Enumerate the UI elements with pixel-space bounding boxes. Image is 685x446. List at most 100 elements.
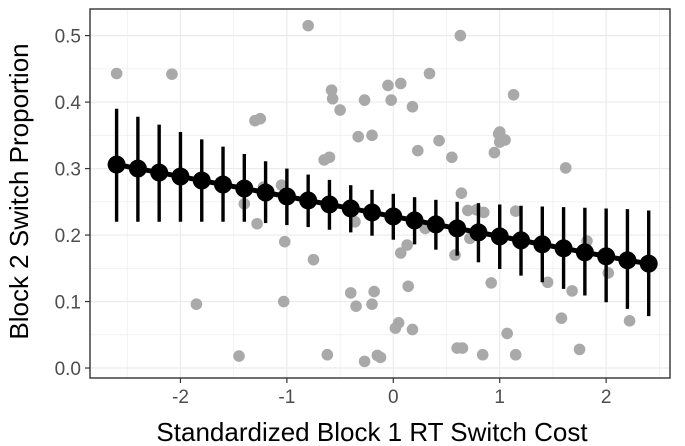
- observed-point: [110, 67, 123, 80]
- observed-point: [509, 205, 522, 217]
- fit-point: [235, 179, 254, 198]
- observed-point: [566, 285, 578, 297]
- observed-point: [461, 204, 474, 217]
- observed-point: [446, 151, 458, 164]
- observed-point: [307, 253, 320, 266]
- fit-point: [128, 159, 147, 178]
- observed-point: [485, 277, 498, 289]
- x-tick-label: -1: [278, 387, 295, 408]
- observed-point: [499, 134, 511, 146]
- y-axis-title: Block 2 Switch Proportion: [4, 43, 34, 339]
- observed-point: [394, 247, 407, 259]
- observed-point: [433, 134, 445, 147]
- y-tick-label: 0.5: [55, 27, 81, 48]
- observed-point: [559, 162, 572, 174]
- observed-point: [366, 129, 378, 142]
- fit-point: [320, 195, 339, 214]
- fit-point: [448, 219, 467, 238]
- observed-point: [541, 276, 554, 289]
- observed-point: [233, 350, 245, 362]
- fit-point: [171, 167, 190, 186]
- fit-point: [277, 187, 296, 206]
- fit-point: [214, 175, 233, 194]
- observed-point: [358, 355, 371, 368]
- y-tick-label: 0.3: [55, 160, 81, 181]
- plot-panel-border: [89, 8, 671, 379]
- fit-point: [150, 163, 169, 182]
- y-tick-label: 0.2: [55, 226, 81, 247]
- observed-point: [573, 343, 586, 356]
- fit-point: [363, 203, 382, 222]
- observed-point: [411, 144, 424, 157]
- fit-point: [512, 231, 531, 250]
- observed-point: [366, 298, 378, 311]
- fit-point: [384, 207, 403, 226]
- plot-panel: [90, 9, 670, 378]
- fit-point: [341, 199, 360, 218]
- observed-point: [358, 94, 371, 106]
- observed-point: [406, 100, 419, 113]
- observed-point: [401, 239, 413, 251]
- fit-point: [618, 251, 637, 270]
- observed-point: [555, 312, 568, 324]
- x-tick-label: 0: [388, 387, 399, 408]
- observed-point: [350, 300, 362, 312]
- observed-point: [476, 348, 489, 361]
- fit-point: [192, 171, 211, 190]
- observed-point: [509, 348, 522, 361]
- fit-point: [426, 215, 445, 234]
- fit-point: [639, 254, 658, 273]
- fit-point: [554, 239, 573, 258]
- y-tick-label: 0.1: [55, 293, 81, 314]
- observed-point: [352, 130, 364, 143]
- observed-point: [368, 285, 380, 298]
- observed-point: [277, 295, 290, 308]
- fit-point: [469, 223, 488, 242]
- fitted-line-with-error-bars: [107, 108, 658, 317]
- observed-point: [392, 317, 405, 329]
- observed-point: [488, 146, 501, 159]
- observed-point: [602, 267, 615, 279]
- observed-point: [456, 342, 469, 354]
- observed-point: [455, 187, 468, 199]
- observed-point: [374, 351, 387, 364]
- observed-point: [166, 68, 178, 80]
- fit-point: [299, 191, 318, 210]
- x-axis-title: Standardized Block 1 RT Switch Cost: [156, 417, 588, 446]
- x-tick-label: -2: [172, 387, 189, 408]
- y-tick-label: 0.4: [55, 93, 82, 114]
- observed-points: [110, 19, 636, 368]
- observed-point: [323, 151, 336, 164]
- observed-point: [382, 79, 394, 92]
- observed-point: [507, 88, 520, 101]
- fit-point: [405, 211, 424, 230]
- x-tick-label: 1: [494, 387, 505, 408]
- observed-point: [402, 280, 415, 293]
- observed-point: [385, 94, 397, 106]
- observed-point: [326, 92, 339, 105]
- fit-point: [533, 235, 552, 254]
- observed-point: [334, 104, 346, 116]
- observed-point: [344, 287, 357, 299]
- x-tick-label: 2: [601, 387, 612, 408]
- observed-point: [623, 315, 636, 327]
- observed-point: [254, 112, 267, 125]
- observed-point: [302, 19, 314, 32]
- observed-point: [190, 298, 203, 311]
- observed-point: [449, 249, 461, 261]
- observed-point: [251, 217, 263, 230]
- observed-point: [325, 84, 338, 96]
- fit-point: [490, 227, 509, 246]
- observed-point: [321, 348, 334, 361]
- observed-point: [477, 206, 490, 219]
- fit-point: [256, 183, 275, 202]
- y-tick-label: 0.0: [55, 359, 81, 380]
- fit-point: [575, 243, 594, 262]
- observed-point: [406, 323, 419, 336]
- observed-point: [501, 327, 513, 340]
- observed-point: [394, 77, 407, 90]
- axis-ticks: -2 -1 0 1 2 0.0 0.1 0.2 0.3 0.4 0.5: [55, 27, 612, 408]
- gridlines: [90, 9, 670, 378]
- observed-point: [278, 235, 291, 248]
